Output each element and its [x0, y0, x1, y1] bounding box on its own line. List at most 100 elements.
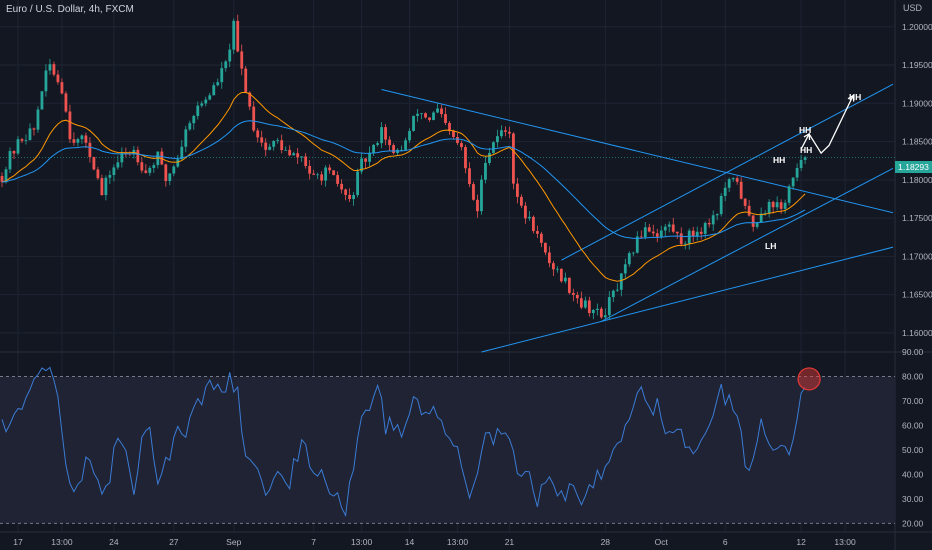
candle-body [631, 252, 635, 254]
candle-body [288, 149, 292, 156]
candle-body [703, 222, 707, 234]
candle-body [559, 268, 563, 282]
candle-body [196, 105, 200, 116]
candle-body [32, 128, 36, 130]
candle-body [687, 230, 691, 244]
arrow-head [803, 132, 811, 140]
candle-body [80, 135, 84, 140]
candle-body [520, 196, 523, 206]
candle-body [635, 236, 639, 253]
candle-body [332, 170, 336, 176]
projection-arrow [800, 94, 855, 155]
candle-body [404, 140, 407, 150]
trend-line [601, 167, 894, 322]
candle-body [679, 233, 683, 245]
candle-body [683, 243, 687, 245]
candle-body [256, 130, 260, 138]
candle-body [204, 99, 208, 104]
candle-body [751, 215, 755, 227]
candle-body [180, 146, 184, 160]
candle-body [607, 297, 611, 316]
price-tick-label: 1.17000 [902, 251, 932, 261]
candle-body [212, 85, 216, 96]
candle-body [739, 181, 743, 199]
candle-body [436, 108, 439, 113]
rsi-tick-label: 30.00 [902, 494, 924, 504]
candle-body [512, 133, 515, 184]
candle-body [240, 51, 244, 69]
candle-body [472, 184, 475, 200]
rsi-tick-label: 20.00 [902, 518, 924, 528]
candle-body [799, 159, 803, 169]
candle-body [416, 113, 419, 116]
candle-body [791, 177, 795, 187]
candle-body [104, 177, 108, 196]
price-tick-label: 1.18000 [902, 175, 932, 185]
candle-body [619, 273, 623, 290]
candle-body [352, 195, 356, 200]
candle-body [555, 268, 559, 270]
candle-body [448, 122, 451, 132]
time-tick-label: Sep [226, 537, 241, 547]
candle-body [300, 156, 304, 158]
ma-slow-line [1, 120, 806, 239]
candle-body [48, 64, 52, 71]
time-tick-label: 14 [405, 537, 415, 547]
candle-body [336, 175, 340, 184]
price-tick-label: 1.19000 [902, 98, 932, 108]
currency-badge[interactable]: USD [903, 3, 923, 13]
annotation-hh: HH [799, 125, 812, 135]
candle-body [579, 298, 583, 308]
candle-body [76, 139, 80, 143]
candle-body [539, 233, 543, 243]
candle-body [691, 230, 695, 237]
candle-body [64, 93, 68, 112]
candle-body [20, 139, 24, 141]
candle-body [571, 292, 575, 295]
candle-body [424, 113, 427, 118]
candle-body [312, 173, 316, 175]
candle-body [528, 216, 531, 219]
candle-body [244, 68, 248, 93]
candle-body [408, 130, 411, 141]
candle-body [747, 205, 751, 216]
rsi-tick-label: 50.00 [902, 445, 924, 455]
price-tick-label: 1.16500 [902, 290, 932, 300]
candle-body [132, 149, 136, 155]
candle-body [524, 205, 527, 219]
candle-body [536, 231, 539, 234]
candle-body [563, 277, 567, 282]
time-tick-label: 7 [311, 537, 316, 547]
candle-body [775, 202, 779, 208]
ma-fast-line [1, 92, 806, 282]
candle-body [671, 224, 675, 232]
price-tick-label: 1.20000 [902, 22, 932, 32]
candle-body [208, 95, 212, 100]
candle-body [52, 64, 56, 75]
candle-body [344, 189, 348, 195]
candle-body [304, 156, 308, 166]
candle-body [547, 252, 551, 264]
candle-body [627, 253, 631, 265]
candle-body [543, 242, 547, 253]
candle-body [68, 111, 72, 140]
candle-body [252, 106, 256, 131]
candle-body [675, 231, 679, 234]
candle-body [116, 162, 120, 168]
candle-body [172, 166, 176, 174]
candle-body [84, 135, 88, 143]
candle-body [567, 277, 571, 293]
candle-body [144, 170, 148, 173]
candle-body [767, 201, 771, 214]
candle-body [200, 103, 204, 106]
price-tick-label: 1.19500 [902, 60, 932, 70]
candle-body [108, 175, 112, 178]
candle-body [388, 139, 391, 146]
candle-body [184, 129, 188, 147]
candle-body [651, 231, 655, 234]
time-tick-label: 13:00 [834, 537, 856, 547]
candle-body [476, 199, 479, 212]
candle-body [400, 149, 403, 151]
candle-body [372, 144, 375, 153]
